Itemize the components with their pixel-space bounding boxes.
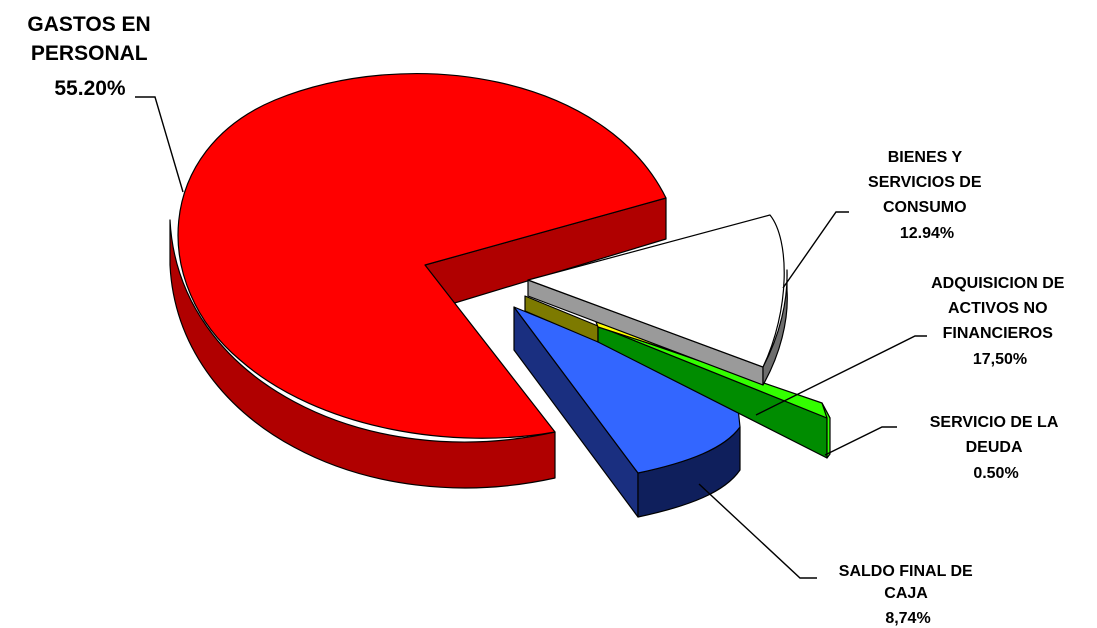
slice-gastos-en-personal-top: [177, 72, 667, 439]
label-adquisicion-line-2: ACTIVOS NO: [948, 300, 1048, 317]
slice-servicio-de-la-deuda: [524, 295, 831, 459]
label-deuda-line-1: SERVICIO DE LA: [930, 414, 1059, 431]
label-adquisicion-pct: 17,50%: [973, 351, 1027, 368]
label-adquisicion-de-activos: ADQUISICION DE ACTIVOS NO FINANCIEROS 17…: [931, 275, 1069, 368]
label-gastos-line-2: PERSONAL: [31, 42, 148, 65]
slice-gastos-en-personal: [169, 72, 667, 489]
label-bienes-y-servicios: BIENES Y SERVICIOS DE CONSUMO 12.94%: [868, 149, 986, 242]
label-bienes-pct: 12.94%: [900, 225, 954, 242]
label-adquisicion-line-3: FINANCIEROS: [943, 325, 1054, 342]
svg-text:ADQUISICION DE ACTIVOS N: ADQUISICION DE ACTIVOS NO FINANCIEROS 17…: [931, 275, 1069, 368]
label-gastos-line-1: GASTOS EN: [27, 13, 150, 36]
label-deuda-line-2: DEUDA: [966, 439, 1023, 456]
label-saldo-line-2: CAJA: [884, 585, 928, 602]
leader-saldo-final-de-caja: [698, 483, 817, 579]
label-gastos-en-personal: GASTOS EN PERSONAL 55.20%: [27, 13, 156, 100]
label-bienes-line-1: BIENES Y: [888, 149, 963, 166]
leader-gastos-en-personal: [135, 96, 184, 193]
label-bienes-line-2: SERVICIOS DE: [868, 174, 982, 191]
slice-servicio-de-la-deuda-end: [821, 402, 831, 459]
slice-bienes-y-servicios: [527, 214, 788, 386]
leader-servicio-de-la-deuda: [824, 426, 897, 456]
slice-saldo-final-de-caja-top: [513, 306, 741, 474]
slice-bienes-y-servicios-rim: [762, 269, 788, 386]
slice-saldo-final-de-caja: [513, 306, 741, 518]
svg-text:BIENES Y SERVICIOS DE: BIENES Y SERVICIOS DE CONSUMO 12.94%: [868, 149, 986, 242]
svg-text:SALDO FINAL DE CAJA: SALDO FINAL DE CAJA 8,74%: [839, 563, 977, 627]
label-saldo-line-1: SALDO FINAL DE: [839, 563, 973, 580]
label-gastos-pct: 55.20%: [54, 77, 126, 100]
leader-adquisicion-de-activos: [755, 335, 927, 416]
label-servicio-de-la-deuda: SERVICIO DE LA DEUDA 0.50%: [930, 414, 1062, 482]
svg-text:SERVICIO DE LA DEUDA: SERVICIO DE LA DEUDA 0.50%: [930, 414, 1062, 482]
label-deuda-pct: 0.50%: [973, 465, 1018, 482]
label-bienes-line-3: CONSUMO: [883, 199, 967, 216]
leader-bienes-y-servicios: [782, 211, 849, 289]
slice-bienes-y-servicios-top: [527, 214, 785, 368]
label-saldo-final-de-caja: SALDO FINAL DE CAJA 8,74%: [839, 563, 977, 627]
label-saldo-pct: 8,74%: [885, 610, 930, 627]
svg-text:GASTOS EN PERSONAL: GASTOS EN PERSONAL 55.20%: [27, 13, 156, 100]
label-adquisicion-line-1: ADQUISICION DE: [931, 275, 1065, 292]
